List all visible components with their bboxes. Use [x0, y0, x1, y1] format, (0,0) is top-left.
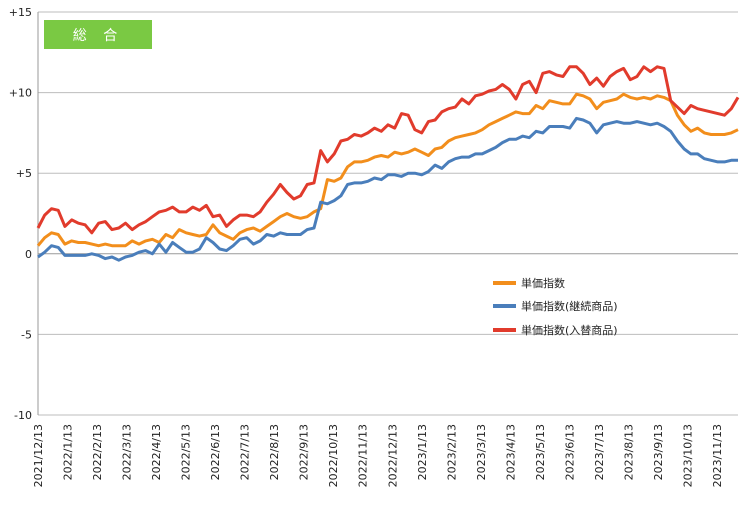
y-tick-label: +15: [9, 6, 32, 19]
x-tick-label: 2023/5/13: [534, 424, 547, 480]
y-axis-ticks: +15 +10 +5 0 -5 -10: [9, 6, 32, 422]
x-tick-label: 2023/6/13: [563, 424, 576, 480]
x-axis-ticks: 2021/12/13 2022/1/13 2022/2/13 2022/3/13 202…: [32, 424, 724, 487]
x-tick-label: 2023/3/13: [475, 424, 488, 480]
legend-label: 単価指数(継続商品): [521, 299, 618, 313]
legend-label: 単価指数(入替商品): [521, 323, 618, 337]
x-tick-label: 2023/8/13: [622, 424, 635, 480]
x-tick-label: 2022/5/13: [180, 424, 193, 480]
x-tick-label: 2023/1/13: [416, 424, 429, 480]
x-tick-label: 2022/1/13: [62, 424, 75, 480]
x-tick-label: 2022/12/13: [386, 424, 399, 487]
x-tick-label: 2023/4/13: [504, 424, 517, 480]
series-line: [37, 116, 738, 262]
title-badge: 総 合: [44, 20, 152, 49]
series-line: [36, 65, 740, 235]
y-tick-label: -10: [14, 409, 32, 422]
y-tick-label: +5: [16, 167, 32, 180]
x-tick-label: 2022/2/13: [91, 424, 104, 480]
grid-lines: [37, 11, 738, 416]
x-tick-label: 2022/10/13: [327, 424, 340, 487]
x-tick-label: 2023/11/13: [711, 424, 724, 487]
x-tick-label: 2022/11/13: [357, 424, 370, 487]
x-tick-label: 2022/6/13: [209, 424, 222, 480]
x-tick-label: 2023/10/13: [682, 424, 695, 487]
x-tick-label: 2023/2/13: [445, 424, 458, 480]
series-lines: [36, 65, 740, 262]
series-line: [36, 92, 739, 248]
badge-label: 総 合: [73, 28, 123, 44]
y-tick-label: +10: [9, 87, 32, 100]
legend-label: 単価指数: [521, 276, 565, 290]
x-tick-label: 2021/12/13: [32, 424, 45, 487]
x-tick-label: 2022/7/13: [239, 424, 252, 480]
badge-background: [44, 20, 152, 49]
y-tick-label: -5: [21, 328, 32, 341]
x-tick-label: 2023/9/13: [652, 424, 665, 480]
x-tick-label: 2022/8/13: [268, 424, 281, 480]
x-tick-label: 2022/4/13: [150, 424, 163, 480]
y-tick-label: 0: [25, 248, 32, 261]
x-tick-label: 2022/9/13: [298, 424, 311, 480]
x-tick-label: 2023/7/13: [593, 424, 606, 480]
x-tick-label: 2022/3/13: [121, 424, 134, 480]
